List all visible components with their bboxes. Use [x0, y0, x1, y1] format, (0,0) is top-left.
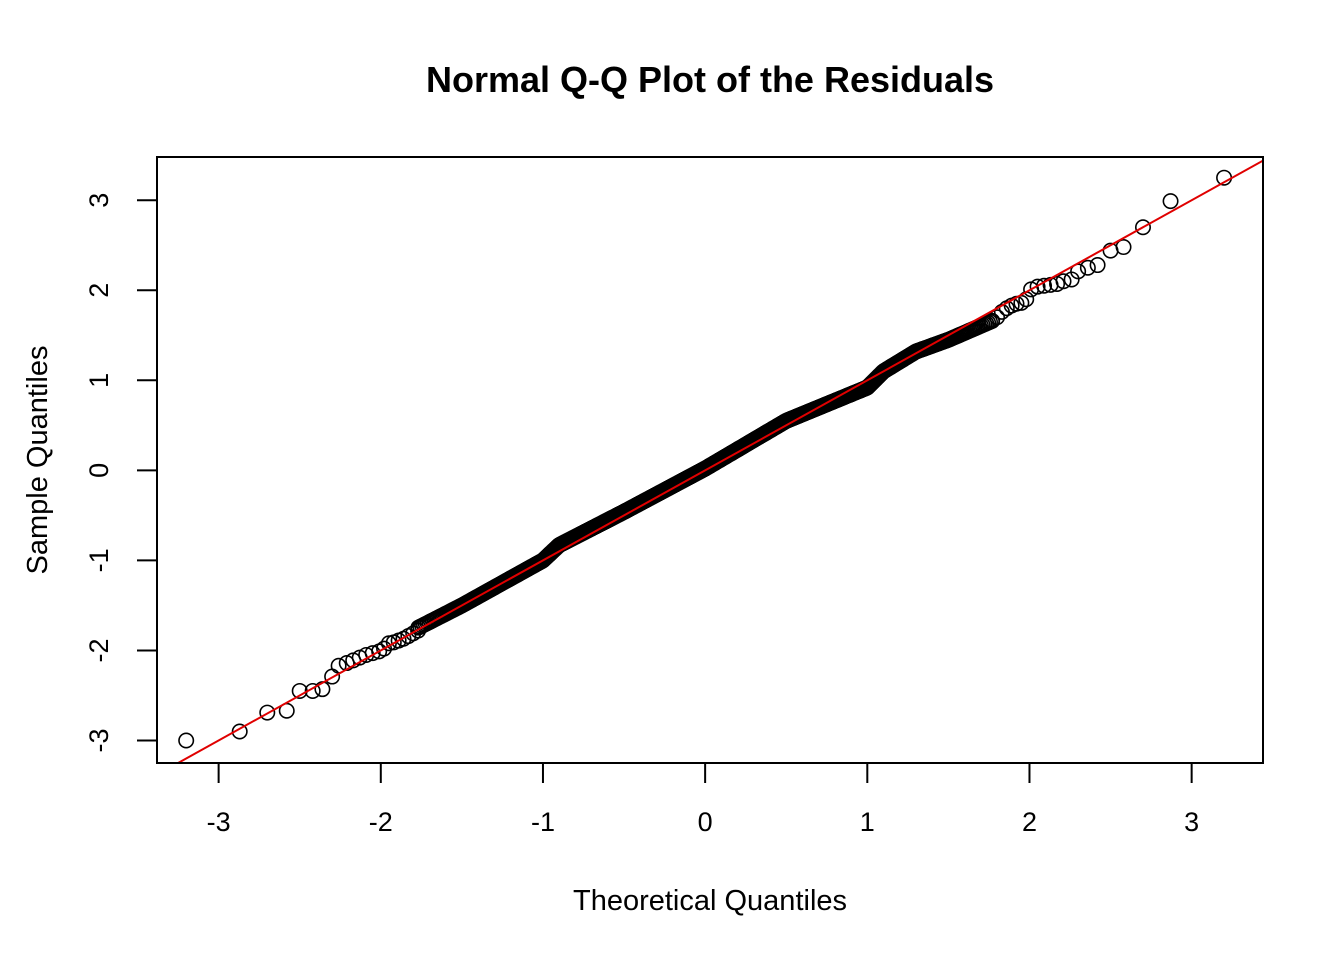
chart-title: Normal Q-Q Plot of the Residuals: [426, 59, 994, 100]
qq-point: [314, 681, 331, 698]
y-tick-label: 2: [84, 283, 114, 298]
qq-point: [1089, 257, 1106, 274]
qq-point: [989, 309, 1006, 326]
y-tick-label: -2: [84, 638, 114, 662]
qq-point: [1115, 239, 1132, 256]
reference-line-layer: [176, 159, 1263, 763]
x-tick-label: -1: [531, 807, 555, 837]
qq-point: [364, 645, 381, 662]
x-tick-label: 1: [860, 807, 875, 837]
qq-point: [231, 723, 248, 740]
y-tick-label: 3: [84, 193, 114, 208]
qq-point: [984, 312, 1001, 329]
y-tick-label: -3: [84, 728, 114, 752]
qq-point: [304, 682, 321, 699]
qq-point: [1029, 278, 1046, 295]
x-tick-label: -3: [207, 807, 231, 837]
y-tick-label: 0: [84, 463, 114, 478]
qq-point: [259, 704, 276, 721]
x-axis-label: Theoretical Quantiles: [573, 885, 847, 917]
plot-frame: [156, 156, 1264, 764]
x-tick-label: 2: [1022, 807, 1037, 837]
y-axis-label: Sample Quantiles: [22, 346, 54, 575]
qq-point: [1079, 259, 1096, 276]
qq-point: [1134, 219, 1151, 236]
y-tick-label: -1: [84, 548, 114, 572]
qq-point: [1055, 273, 1072, 290]
axes-layer: -3 -2 -1 0 1 2 3 -3 -2 -1 0 1 2 3: [84, 193, 1199, 837]
qq-reference-line: [176, 159, 1263, 763]
points-layer: [178, 169, 1233, 749]
y-tick-label: 1: [84, 373, 114, 388]
x-tick-label: 3: [1184, 807, 1199, 837]
x-tick-label: 0: [698, 807, 713, 837]
qq-point: [178, 732, 195, 749]
qq-point: [1162, 193, 1179, 210]
x-tick-label: -2: [369, 807, 393, 837]
